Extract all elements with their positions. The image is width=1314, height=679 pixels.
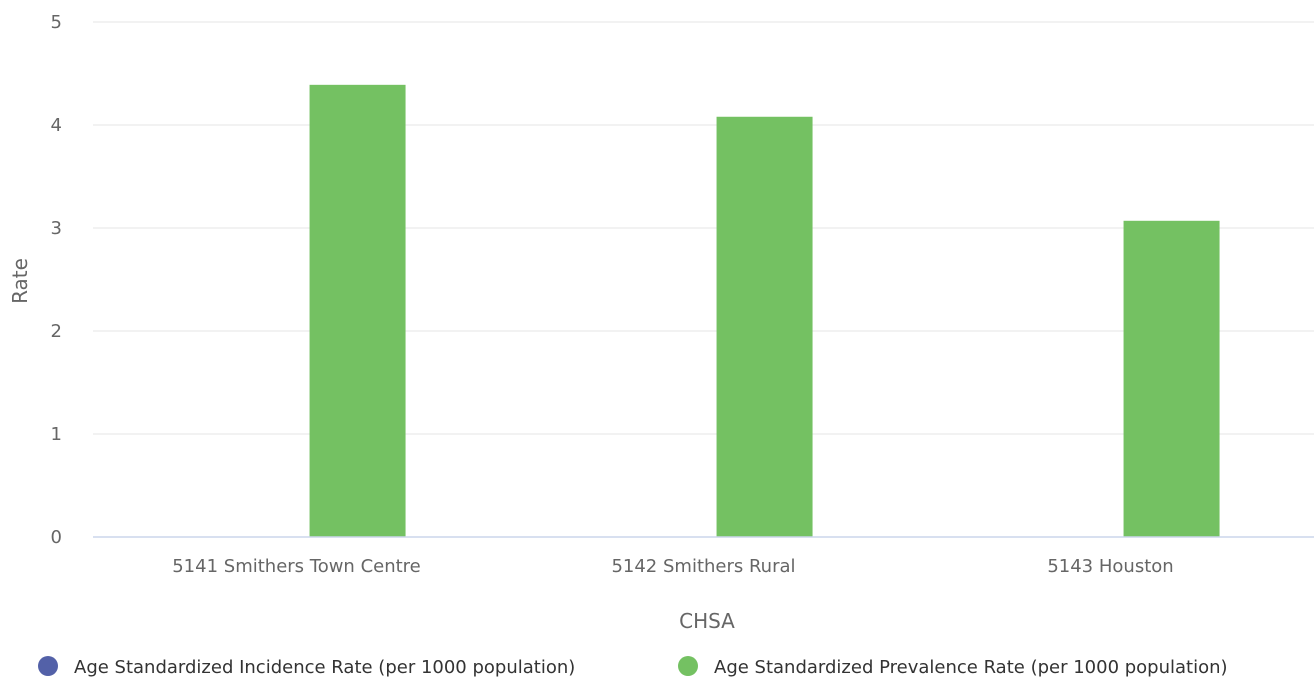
legend[interactable]: Age Standardized Incidence Rate (per 100… <box>38 656 1228 678</box>
bar[interactable] <box>716 116 813 537</box>
x-axis-title: CHSA <box>679 609 735 633</box>
legend-marker <box>678 656 698 676</box>
legend-item[interactable]: Age Standardized Incidence Rate (per 100… <box>38 656 575 678</box>
y-axis-title: Rate <box>8 258 32 304</box>
x-tick-label: 5143 Houston <box>1047 556 1173 577</box>
bar[interactable] <box>1123 220 1220 538</box>
y-tick-label: 1 <box>51 424 62 445</box>
x-tick-label: 5141 Smithers Town Centre <box>172 556 421 577</box>
y-tick-label: 0 <box>51 527 62 548</box>
axes: 0 1 2 3 4 5 5141 Smithers Town Centre 5142 Smit… <box>51 12 1314 577</box>
y-tick-label: 2 <box>51 321 62 342</box>
legend-item[interactable]: Age Standardized Prevalence Rate (per 10… <box>678 656 1228 678</box>
legend-label: Age Standardized Incidence Rate (per 100… <box>74 657 575 678</box>
legend-label: Age Standardized Prevalence Rate (per 10… <box>714 657 1228 678</box>
legend-marker <box>38 656 58 676</box>
gridlines <box>93 21 1314 435</box>
bars <box>309 84 1220 538</box>
bar[interactable] <box>309 84 406 537</box>
y-tick-label: 5 <box>51 12 62 33</box>
x-tick-label: 5142 Smithers Rural <box>611 556 795 577</box>
y-tick-label: 3 <box>51 218 62 239</box>
y-tick-label: 4 <box>51 115 62 136</box>
